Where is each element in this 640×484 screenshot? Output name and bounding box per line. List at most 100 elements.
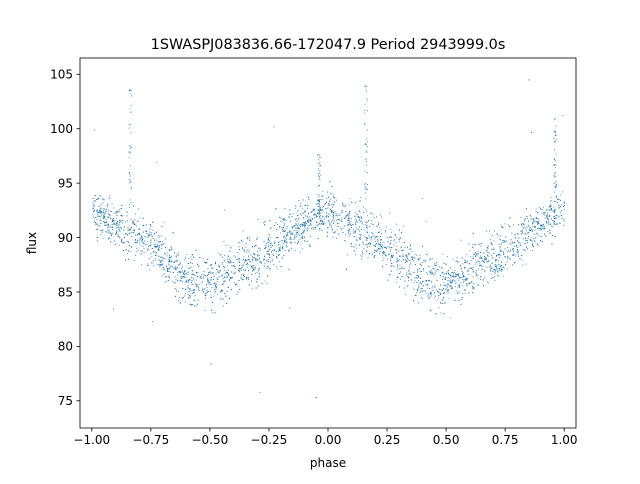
data-point — [391, 254, 393, 256]
data-point — [137, 233, 139, 235]
data-point — [548, 218, 549, 220]
data-point — [370, 239, 372, 241]
data-point — [160, 261, 162, 263]
data-point — [518, 223, 519, 225]
data-point — [208, 273, 210, 275]
data-point — [454, 280, 456, 282]
data-point — [372, 213, 374, 215]
data-point — [477, 260, 479, 262]
data-point — [134, 229, 135, 231]
data-point — [242, 240, 244, 242]
data-point — [431, 294, 433, 296]
data-point — [329, 181, 331, 183]
data-point — [356, 219, 357, 221]
data-point — [100, 223, 102, 224]
data-point — [333, 212, 335, 214]
data-point — [228, 245, 230, 247]
data-point — [156, 161, 158, 163]
data-point — [337, 225, 339, 227]
data-point — [443, 273, 445, 275]
data-point — [341, 228, 342, 230]
data-point — [290, 243, 292, 245]
data-point — [325, 203, 326, 204]
data-point — [285, 220, 287, 222]
data-point — [319, 223, 321, 225]
data-point — [510, 250, 511, 252]
data-point — [326, 197, 328, 199]
data-point — [281, 227, 283, 229]
data-point — [127, 220, 128, 222]
data-point — [526, 240, 528, 241]
data-point — [264, 247, 266, 249]
data-point — [447, 290, 449, 292]
data-point — [542, 224, 544, 226]
data-point — [246, 278, 247, 280]
data-points — [92, 79, 565, 398]
data-point — [168, 259, 170, 261]
data-point — [432, 285, 434, 287]
data-point — [419, 255, 421, 256]
data-point — [268, 254, 270, 255]
data-point — [215, 261, 216, 263]
data-point — [165, 247, 166, 248]
data-point — [144, 240, 146, 242]
data-point — [368, 243, 370, 245]
data-point — [330, 208, 331, 210]
data-point — [181, 268, 183, 269]
data-point — [294, 237, 296, 239]
data-point — [279, 232, 281, 234]
data-point — [175, 295, 176, 297]
data-point — [306, 240, 308, 242]
data-point — [394, 234, 396, 236]
data-point — [284, 219, 286, 221]
data-point — [212, 301, 214, 303]
data-point — [378, 248, 380, 250]
data-point — [451, 285, 452, 287]
data-point — [390, 256, 392, 258]
data-point — [326, 212, 327, 214]
data-point — [283, 218, 285, 220]
data-point — [443, 297, 445, 299]
data-point — [142, 238, 144, 240]
data-point — [158, 246, 160, 248]
data-point — [425, 280, 427, 282]
data-point — [430, 258, 432, 260]
data-point — [319, 229, 321, 231]
data-point — [472, 292, 474, 294]
data-point — [512, 251, 514, 253]
data-point — [109, 231, 111, 233]
data-point — [268, 267, 269, 269]
data-point — [103, 216, 105, 218]
data-point — [216, 269, 218, 271]
data-point — [543, 211, 545, 213]
data-point — [159, 266, 161, 268]
data-point — [344, 240, 346, 242]
data-point — [194, 274, 196, 276]
data-point — [314, 227, 316, 229]
data-point — [257, 219, 259, 220]
data-point — [284, 231, 286, 233]
data-point — [498, 260, 500, 262]
data-point — [532, 218, 534, 220]
data-point — [434, 263, 436, 265]
data-point — [142, 218, 144, 219]
data-point — [356, 240, 358, 241]
data-point — [408, 266, 410, 268]
data-point — [445, 288, 447, 290]
data-point — [331, 206, 333, 208]
data-point — [269, 240, 271, 242]
data-point — [141, 236, 143, 238]
data-point — [294, 230, 296, 232]
data-point — [525, 233, 527, 235]
data-point — [534, 226, 536, 228]
data-point — [449, 286, 451, 288]
data-point — [223, 259, 225, 261]
data-point — [373, 245, 375, 247]
data-point — [235, 256, 237, 258]
data-point — [140, 240, 142, 242]
data-point — [430, 270, 432, 272]
data-point — [169, 256, 171, 258]
data-point — [544, 217, 546, 219]
data-point — [329, 221, 331, 223]
